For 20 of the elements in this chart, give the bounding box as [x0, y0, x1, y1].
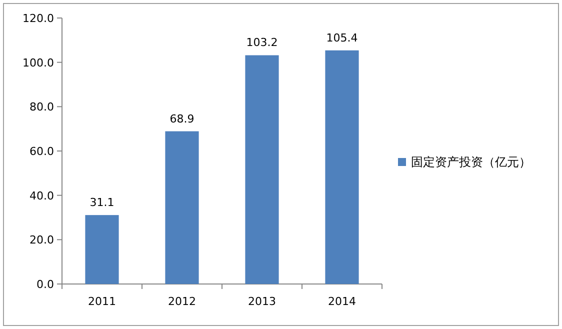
x-tick-label: 2014: [328, 295, 356, 308]
bar: [245, 55, 279, 284]
data-label: 31.1: [90, 196, 114, 210]
legend-label: 固定资产投资（亿元）: [411, 155, 531, 169]
y-tick-label: 0.0: [36, 278, 54, 291]
x-tick-label: 2012: [168, 295, 196, 308]
data-label: 103.2: [246, 36, 278, 50]
y-tick-label: 120.0: [22, 12, 54, 25]
bar: [325, 50, 359, 284]
data-label: 105.4: [326, 31, 358, 44]
y-tick-label: 60.0: [30, 145, 54, 158]
y-tick-label: 80.0: [30, 100, 54, 114]
data-label: 68.9: [170, 112, 194, 126]
x-tick-label: 2013: [248, 295, 276, 308]
y-tick-label: 40.0: [30, 189, 54, 202]
y-tick-label: 20.0: [30, 234, 54, 247]
x-tick-label: 2011: [88, 295, 116, 308]
bar: [85, 215, 119, 284]
bar: [165, 131, 199, 284]
y-tick-label: 100.0: [22, 56, 54, 70]
